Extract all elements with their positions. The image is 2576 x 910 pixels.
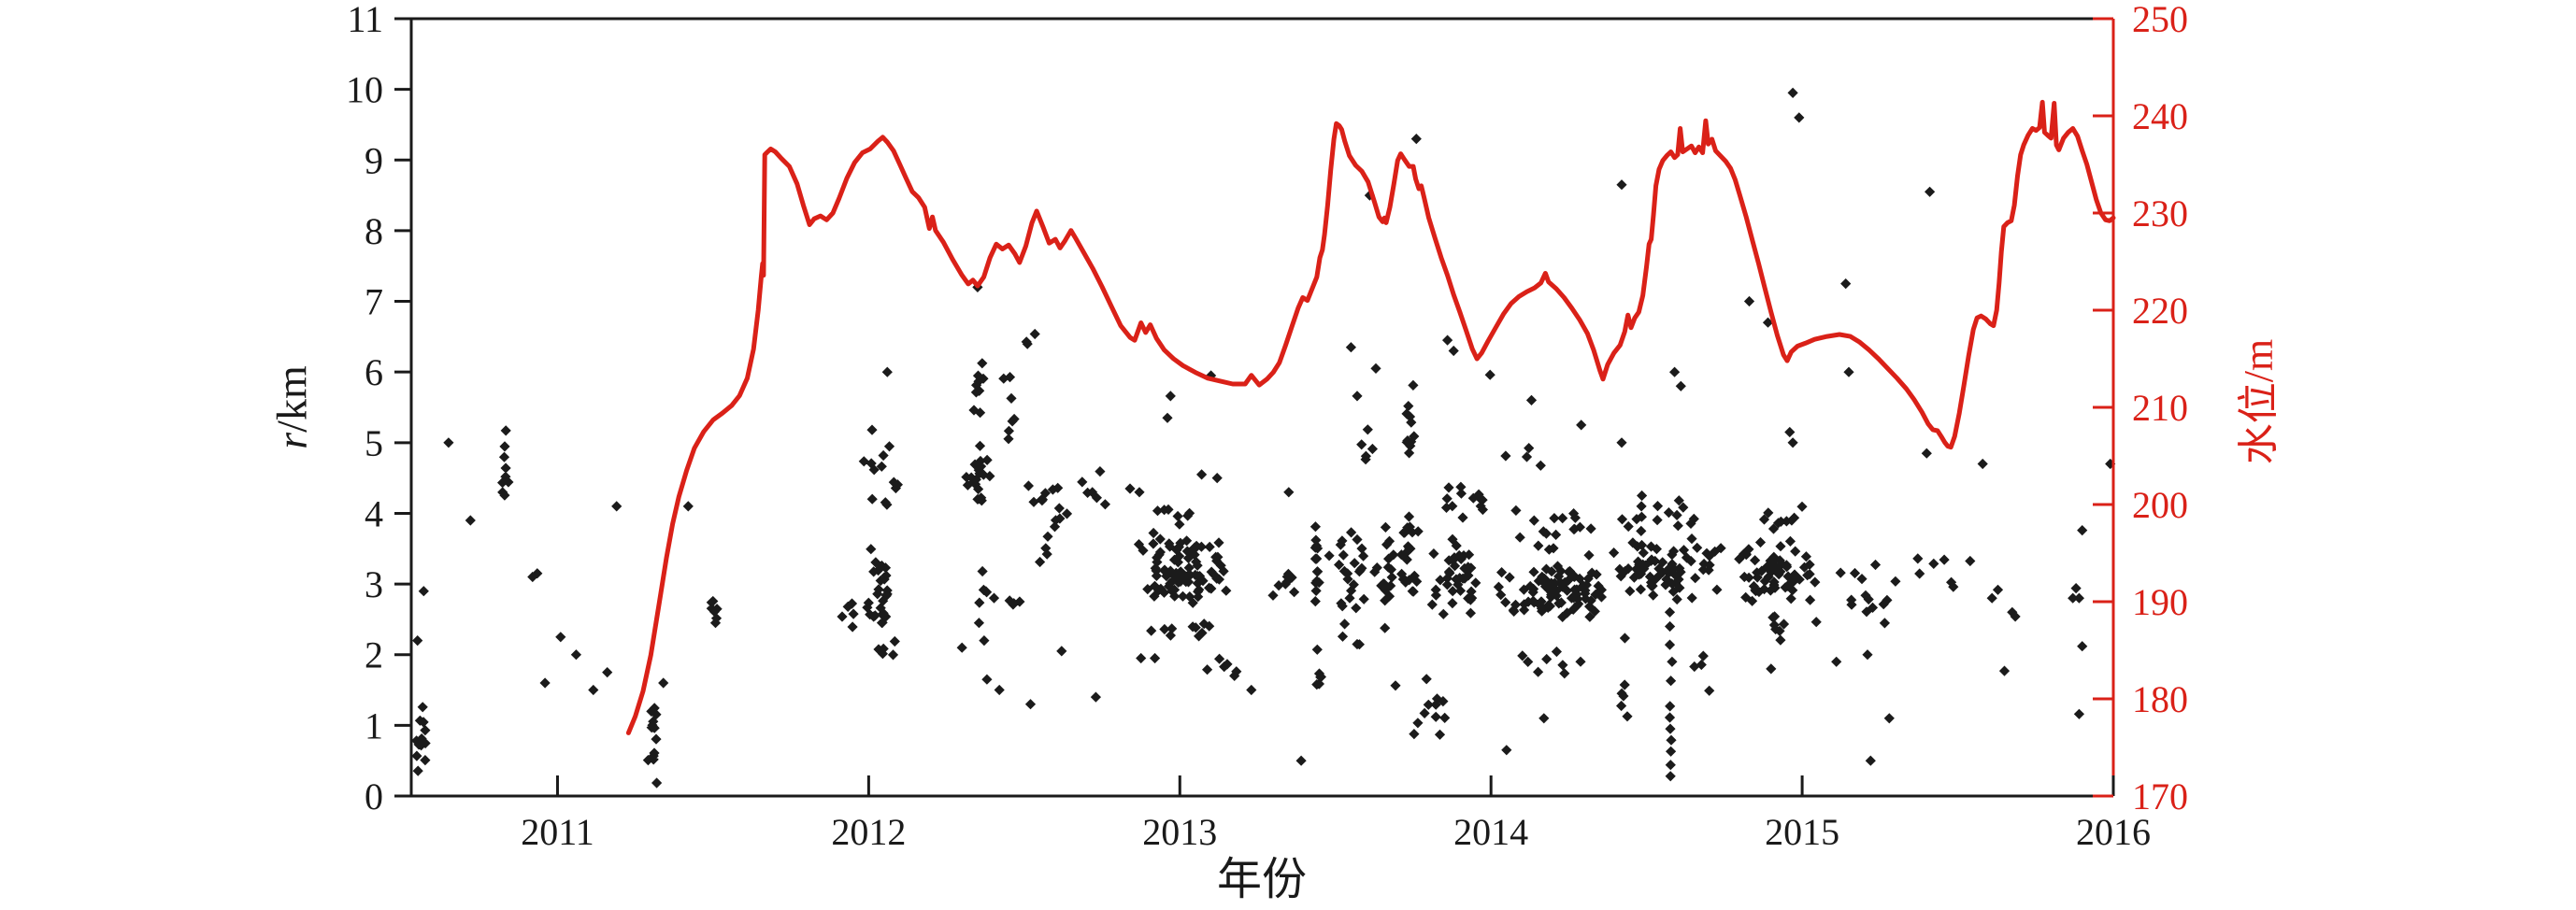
- y-left-tick-label: 4: [365, 492, 383, 534]
- y-right-tick-label: 250: [2132, 0, 2188, 40]
- y-left-tick-label: 1: [365, 704, 383, 746]
- plot-border: [409, 17, 2115, 798]
- x-axis: 2011 2012 2013 2014 2015 2016: [521, 775, 2151, 853]
- y-left-variable: r: [267, 432, 316, 449]
- x-tick-label: 2015: [1765, 811, 1839, 853]
- y-axis-left: 0 1 2 3 4 5 6 7 8 9 10 11: [346, 0, 411, 818]
- x-tick-label: 2016: [2076, 811, 2151, 853]
- y-left-tick-label: 11: [347, 0, 383, 40]
- y-right-tick-label: 170: [2132, 775, 2188, 818]
- y-left-tick-label: 5: [365, 422, 383, 464]
- y-left-unit: /km: [267, 365, 316, 433]
- y-right-tick-label: 180: [2132, 678, 2188, 720]
- y-axis-right: 170 180 190 200 210 220 230 240 250: [2093, 0, 2188, 818]
- x-axis-title: 年份: [1216, 855, 1308, 904]
- y-left-tick-label: 2: [365, 634, 383, 676]
- earthquake-scatter-points: [411, 87, 2116, 789]
- y-axis-left-title: r/km: [267, 365, 317, 448]
- x-tick-label: 2014: [1453, 811, 1528, 853]
- y-right-tick-label: 200: [2132, 484, 2188, 526]
- x-tick-label: 2011: [521, 811, 594, 853]
- y-left-tick-label: 8: [365, 210, 383, 252]
- y-right-tick-label: 240: [2132, 95, 2188, 137]
- y-left-tick-label: 10: [346, 69, 383, 111]
- y-left-tick-label: 9: [365, 139, 383, 181]
- y-left-tick-label: 6: [365, 351, 383, 393]
- y-right-tick-label: 210: [2132, 387, 2188, 429]
- x-tick-label: 2012: [831, 811, 906, 853]
- y-right-tick-label: 190: [2132, 581, 2188, 623]
- y-left-tick-label: 0: [365, 775, 383, 818]
- y-axis-right-title: 水位/m: [2236, 338, 2282, 465]
- y-left-tick-label: 3: [365, 563, 383, 605]
- x-tick-label: 2013: [1142, 811, 1217, 853]
- y-right-tick-label: 220: [2132, 290, 2188, 332]
- y-right-tick-label: 230: [2132, 192, 2188, 235]
- y-left-tick-label: 7: [365, 281, 383, 323]
- water-level-line: [625, 99, 2116, 735]
